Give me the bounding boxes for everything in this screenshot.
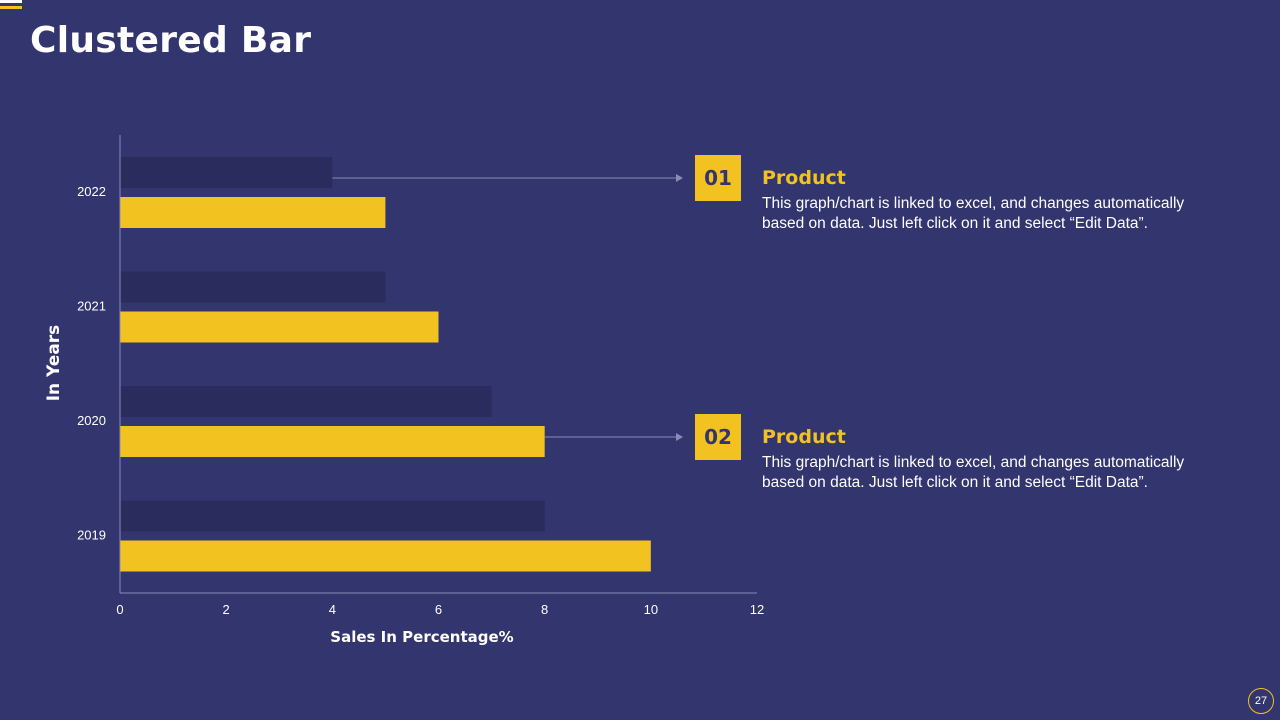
x-tick-label: 12: [750, 602, 764, 617]
bar-2022-series-1[interactable]: [120, 157, 333, 188]
category-labels-layer: 2019 2020 2021 2022: [77, 184, 106, 543]
bar-2020-series-1[interactable]: [120, 386, 492, 417]
bar-2019-series-1[interactable]: [120, 500, 545, 532]
corner-stripe-yellow: [0, 6, 22, 9]
bar-2022-series-2[interactable]: [120, 197, 386, 228]
bar-2019-series-2[interactable]: [120, 540, 651, 572]
ticks-layer: 0 2 4 6 8 10 12: [116, 602, 764, 617]
bar-2021-series-1[interactable]: [120, 271, 386, 303]
x-tick-label: 0: [116, 602, 123, 617]
bar-2020-series-2[interactable]: [120, 426, 545, 457]
callout-number-badge: 01: [695, 155, 741, 201]
category-label-2022: 2022: [77, 184, 106, 199]
callout-description: This graph/chart is linked to excel, and…: [762, 195, 1185, 232]
connectors-layer: [332, 174, 683, 441]
y-axis-title: In Years: [44, 325, 64, 402]
connector-arrowhead-2: [676, 433, 683, 441]
x-tick-label: 6: [435, 602, 442, 617]
corner-stripe-white: [0, 0, 22, 3]
slide-title: Clustered Bar: [30, 20, 312, 61]
x-tick-label: 2: [223, 602, 230, 617]
bars-layer: [120, 157, 651, 572]
category-label-2019: 2019: [77, 528, 106, 543]
category-label-2021: 2021: [77, 299, 106, 314]
bar-2021-series-2[interactable]: [120, 311, 439, 343]
corner-decoration: [0, 0, 22, 12]
x-tick-label: 10: [644, 602, 658, 617]
page-number: 27: [1248, 688, 1274, 714]
callout-description: This graph/chart is linked to excel, and…: [762, 454, 1185, 491]
callout-heading: Product: [762, 426, 846, 448]
callout-heading: Product: [762, 167, 846, 189]
x-axis-title: Sales In Percentage%: [330, 628, 513, 646]
connector-arrowhead-1: [676, 174, 683, 182]
x-tick-label: 4: [329, 602, 336, 617]
category-label-2020: 2020: [77, 413, 106, 428]
callout-number-badge: 02: [695, 414, 741, 460]
x-tick-label: 8: [541, 602, 548, 617]
